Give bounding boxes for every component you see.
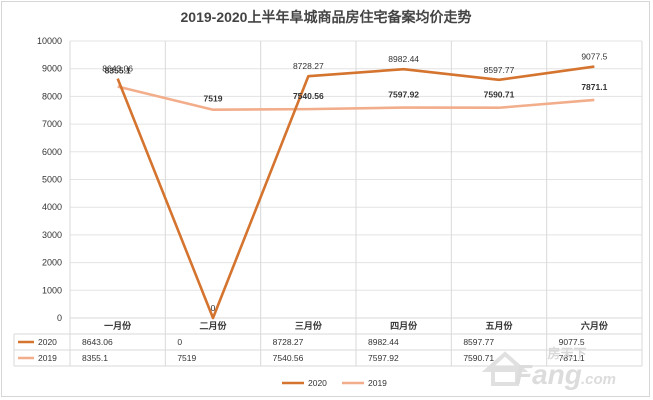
- category-label: 一月份: [104, 320, 132, 331]
- table-cell: 7590.71: [463, 353, 494, 363]
- data-label-2019: 7871.1: [581, 82, 607, 92]
- series-line-2020: [116, 65, 595, 320]
- table-cell: 9077.5: [559, 337, 585, 347]
- data-label-2019: 7597.92: [388, 90, 419, 100]
- y-axis-ticks: 0 1000 2000 3000 4000 5000 6000 7000 8000 9000 100…: [37, 36, 62, 323]
- house-logo-icon: [481, 351, 529, 386]
- watermark-suffix-text: .com: [581, 371, 616, 388]
- data-label-2020: 8643.06: [102, 64, 133, 74]
- legend: 2020 2019: [282, 378, 387, 388]
- data-label-2019: 8355.1: [105, 66, 131, 76]
- y-tick-label: 9000: [42, 64, 62, 74]
- data-label-2020: 8982.44: [388, 54, 419, 64]
- legend-entry: 2020: [308, 378, 327, 388]
- table-cell: 8355.1: [82, 353, 108, 363]
- category-label: 五月份: [485, 320, 513, 331]
- watermark-top-text: 房天下: [547, 346, 586, 362]
- data-label-2020: 9077.5: [581, 52, 607, 62]
- watermark-brand-text: Fang: [515, 359, 582, 390]
- table-cell: 0: [177, 337, 182, 347]
- data-label-2019: 7590.71: [484, 90, 515, 100]
- y-tick-label: 5000: [42, 175, 62, 185]
- table-series-name: 2019: [38, 353, 57, 363]
- data-label-2020: 8728.27: [293, 61, 324, 71]
- y-tick-label: 6000: [42, 147, 62, 157]
- y-tick-label: 7000: [42, 119, 62, 129]
- series-line-2019: [117, 85, 595, 112]
- y-tick-label: 0: [57, 313, 62, 323]
- y-tick-label: 10000: [37, 36, 62, 46]
- legend-entry: 2019: [368, 378, 387, 388]
- category-label: 二月份: [199, 320, 227, 331]
- y-tick-label: 8000: [42, 91, 62, 101]
- fang-watermark: 房天下 Fang .com: [475, 340, 635, 390]
- y-tick-label: 1000: [42, 285, 62, 295]
- table-cell: 7871.1: [559, 353, 585, 363]
- y-tick-label: 3000: [42, 230, 62, 240]
- data-table: 一月份 二月份 三月份 四月份 五月份 六月份 2020 8643.06 0 8728.27 898…: [13, 41, 643, 367]
- category-label: 三月份: [295, 320, 323, 331]
- category-label: 四月份: [390, 320, 418, 331]
- table-cell: 8982.44: [368, 337, 399, 347]
- data-label-2019: 7540.56: [293, 91, 324, 101]
- data-label-2019: 7519: [204, 94, 223, 104]
- y-tick-label: 4000: [42, 202, 62, 212]
- table-cell: 8643.06: [82, 337, 113, 347]
- data-label-2020: 8597.77: [484, 65, 515, 75]
- category-label: 六月份: [581, 320, 609, 331]
- data-labels: 8643.06 0 8728.27 8982.44 8597.77 9077.5 8355.…: [102, 52, 607, 313]
- table-series-name: 2020: [38, 337, 57, 347]
- table-cell: 7597.92: [368, 353, 399, 363]
- series-lines: [116, 65, 595, 320]
- table-cell: 7519: [177, 353, 196, 363]
- y-tick-label: 2000: [42, 258, 62, 268]
- data-label-2020: 0: [211, 303, 216, 313]
- chart-title: 2019-2020上半年阜城商品房住宅备案均价走势: [181, 9, 472, 25]
- table-cell: 7540.56: [273, 353, 304, 363]
- table-cell: 8597.77: [463, 337, 494, 347]
- table-cell: 8728.27: [273, 337, 304, 347]
